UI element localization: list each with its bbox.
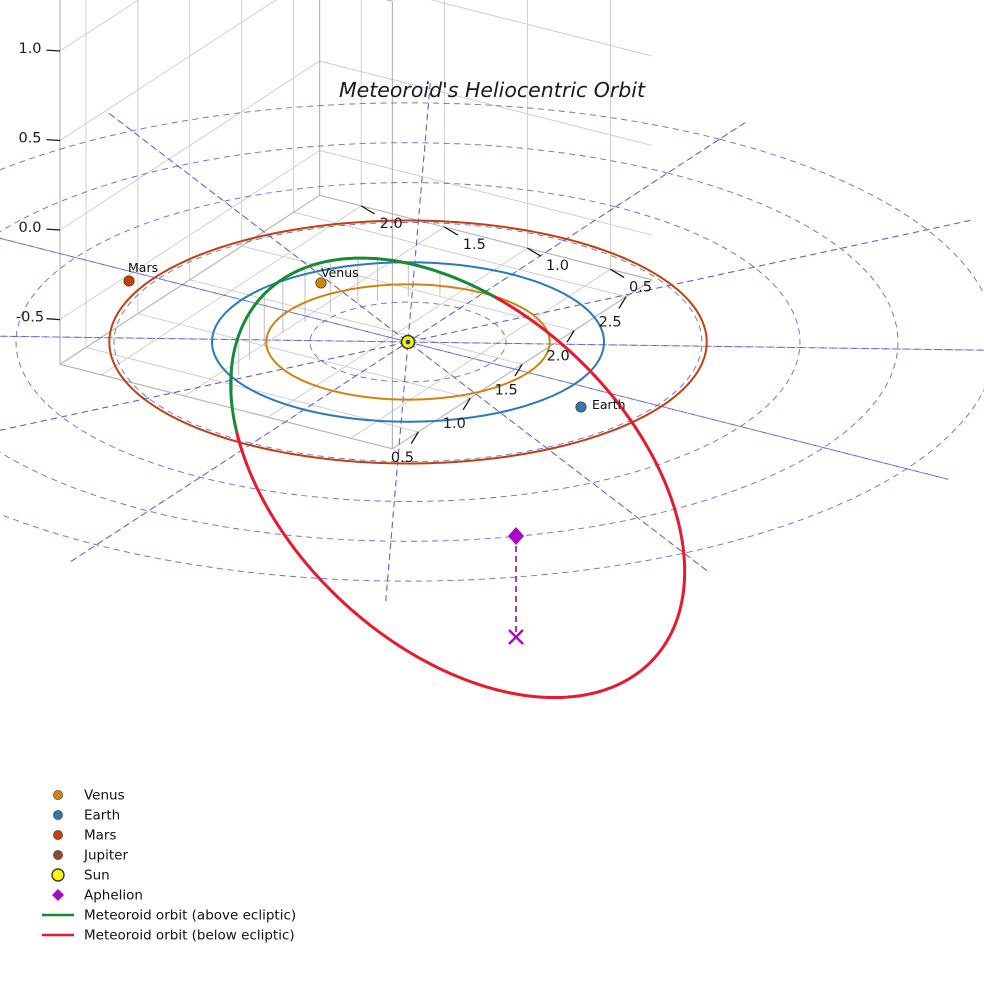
legend-swatch-circle-1 (53, 810, 63, 820)
orbit-ring-mars (108, 219, 708, 465)
orbit-ring-venus (265, 283, 551, 401)
z-tick-2: 0.5 (18, 131, 41, 147)
legend-swatch-circle-0 (53, 790, 63, 800)
y-tick-1: 1.0 (546, 258, 569, 274)
venus-label: Venus (321, 265, 359, 280)
body-annotations: Mars Venus Earth (128, 260, 626, 412)
legend-label-4: Sun (84, 868, 110, 884)
planet-marker-venus (315, 277, 327, 289)
legend-swatch-circle-2 (53, 830, 63, 840)
orbit-ring-earth (211, 261, 605, 423)
meteoroid-arc-above (229, 256, 380, 435)
z-tick-1: 0.0 (18, 220, 41, 236)
y-tick-3: 2.0 (380, 216, 403, 232)
legend-swatch-sun-4 (51, 868, 65, 882)
legend-label-0: Venus (84, 788, 125, 804)
aphelion-ground-marker (508, 629, 524, 645)
z-tick-0: -0.5 (16, 310, 44, 326)
axis-ticks: 0.5 1.0 1.5 2.0 2.5 0.5 1.0 1.5 2.0 -0.5 0.0 0.5 1.0… (16, 41, 652, 466)
legend-label-1: Earth (84, 808, 120, 824)
x-tick-4: 2.5 (599, 315, 622, 331)
planet-marker-mars (123, 275, 135, 287)
legend-label-2: Mars (84, 828, 117, 844)
earth-label: Earth (592, 397, 626, 412)
meteoroid-orbit-path (229, 256, 687, 700)
body-markers (123, 275, 587, 413)
planet-orbit-rings (108, 219, 708, 465)
x-tick-3: 2.0 (547, 349, 570, 365)
page-title: Meteoroid's Heliocentric Orbit (339, 78, 646, 102)
mars-label: Mars (128, 260, 158, 275)
y-tick-2: 1.5 (463, 237, 486, 253)
legend-label-5: Aphelion (84, 888, 143, 904)
legend: Venus Earth Mars Jupiter Sun Aphelion Meteoroi… (42, 788, 296, 944)
ecliptic-polar-grid (0, 83, 984, 601)
aphelion-diamond-marker (508, 527, 524, 545)
x-tick-2: 1.5 (495, 382, 518, 398)
planet-marker-earth (575, 401, 587, 413)
aphelion-marker-group (508, 527, 524, 645)
y-tick-0: 0.5 (629, 279, 652, 295)
x-tick-1: 1.0 (443, 416, 466, 432)
x-tick-0: 0.5 (391, 450, 414, 466)
meteoroid-arc-below (235, 294, 687, 700)
legend-label-6: Meteoroid orbit (above ecliptic) (84, 908, 296, 924)
legend-label-3: Jupiter (83, 848, 128, 864)
sun-center-dot (405, 339, 411, 345)
legend-label-7: Meteoroid orbit (below ecliptic) (84, 928, 295, 944)
legend-swatch-circle-3 (53, 850, 63, 860)
meteoroid-arc-above (376, 257, 495, 298)
z-tick-3: 1.0 (18, 41, 41, 57)
legend-swatch-diamond-5 (52, 889, 64, 901)
